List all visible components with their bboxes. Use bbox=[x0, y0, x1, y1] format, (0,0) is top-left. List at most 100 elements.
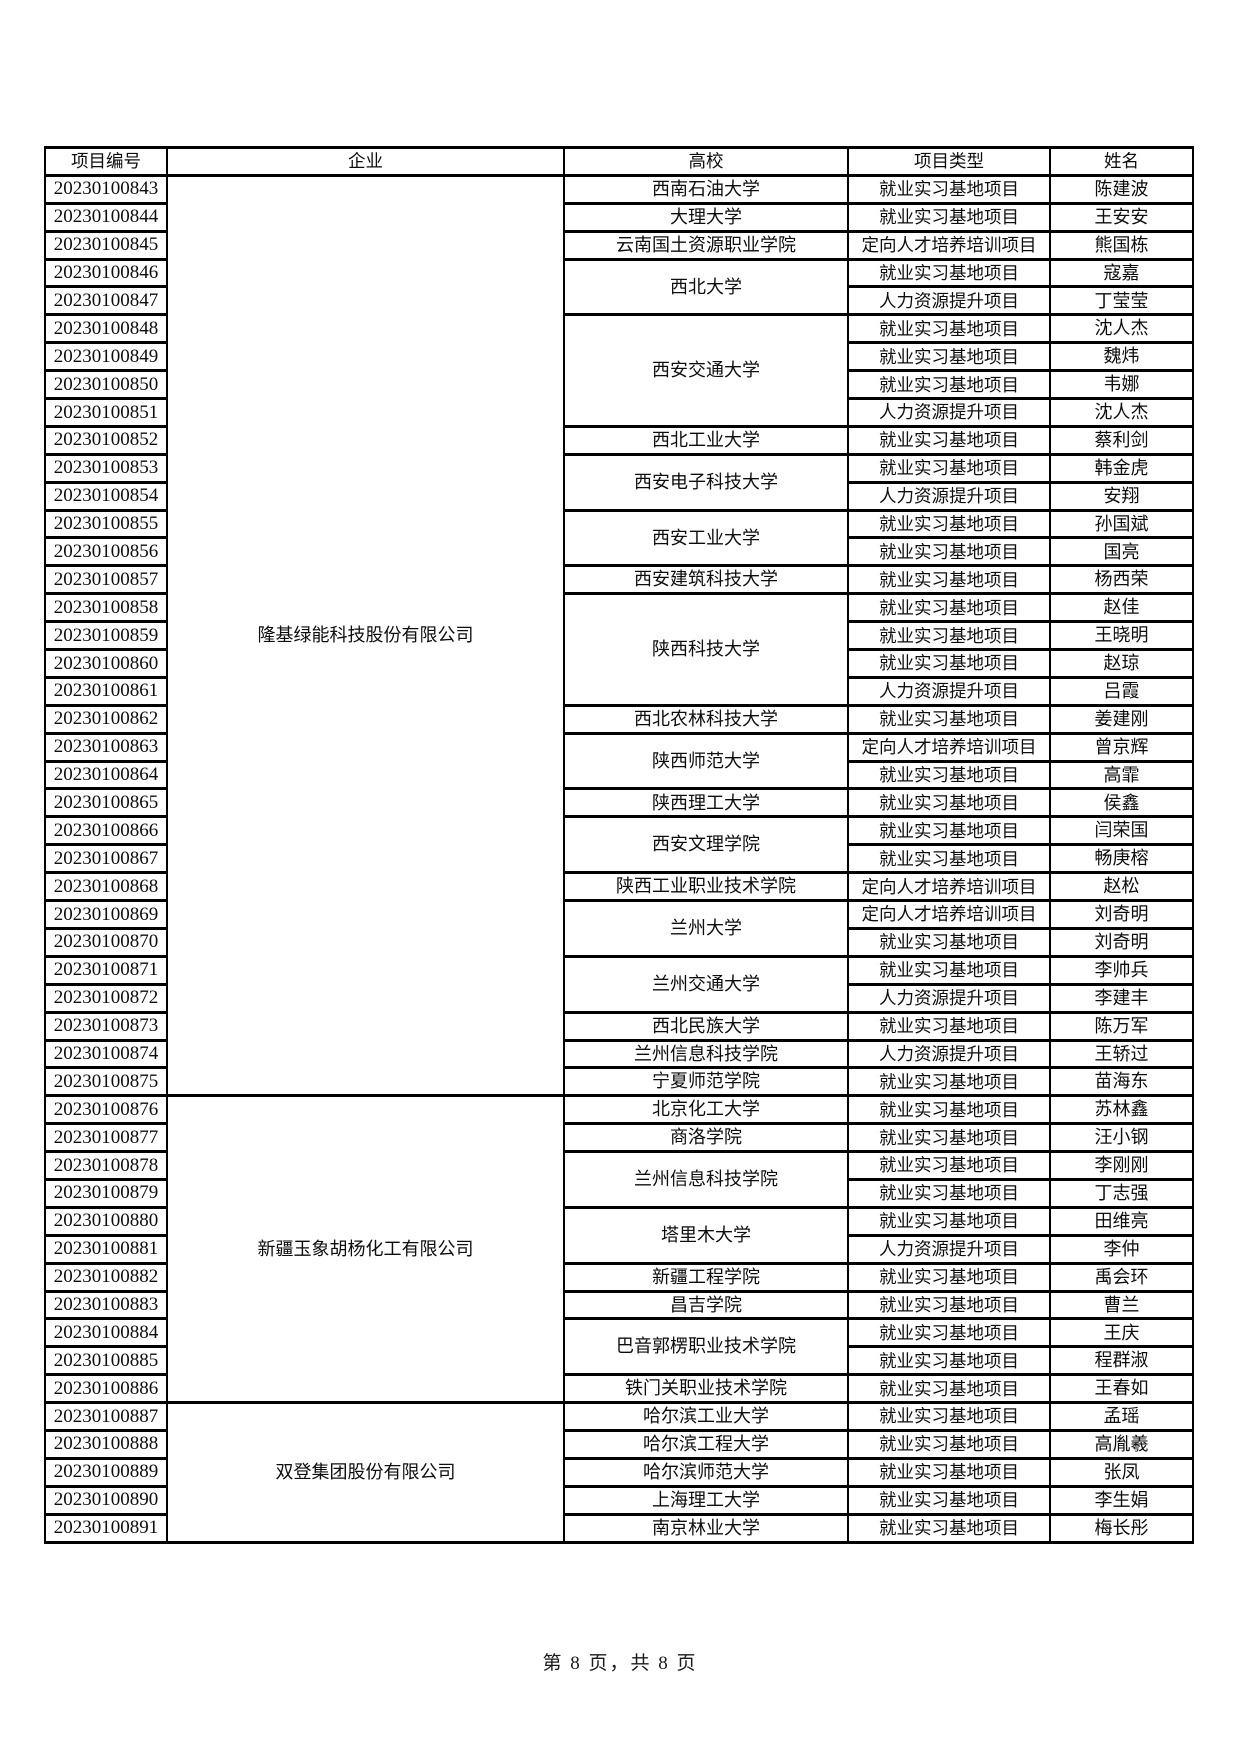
table-row: 20230100846 西北大学 就业实习基地项目 寇嘉 bbox=[44, 257, 1194, 317]
project-id-cell: 20230100851 bbox=[44, 397, 168, 428]
project-type-cell: 就业实习基地项目 bbox=[847, 926, 1051, 958]
project-type-cell: 就业实习基地项目 bbox=[847, 257, 1051, 289]
project-id-cell: 20230100876 bbox=[44, 1094, 168, 1126]
person-name-cell: 汪小钢 bbox=[1049, 1122, 1194, 1154]
person-name-cell: 闫荣国 bbox=[1049, 815, 1194, 847]
person-name-cell: 张凤 bbox=[1049, 1456, 1194, 1488]
person-name-cell: 苏林鑫 bbox=[1049, 1094, 1194, 1126]
project-type-cell: 就业实习基地项目 bbox=[847, 843, 1051, 875]
person-name-cell: 杨西荣 bbox=[1049, 564, 1194, 596]
university-cell: 新疆工程学院 bbox=[563, 1261, 849, 1293]
table-row: 20230100844 大理大学 就业实习基地项目 王安安 bbox=[44, 201, 1194, 233]
project-id-cell: 20230100858 bbox=[44, 592, 168, 624]
person-name-cell: 禹会环 bbox=[1049, 1261, 1194, 1293]
table-row: 20230100880 塔里木大学 就业实习基地项目 田维亮 bbox=[44, 1205, 1194, 1265]
project-id-cell: 20230100869 bbox=[44, 899, 168, 930]
person-name-cell: 王春如 bbox=[1049, 1373, 1194, 1405]
project-id-cell: 20230100853 bbox=[44, 452, 168, 484]
table-row: 20230100872 人力资源提升项目 李建丰 bbox=[44, 982, 1194, 1014]
project-id-cell: 20230100883 bbox=[44, 1289, 168, 1321]
person-name-cell: 赵琼 bbox=[1049, 648, 1194, 679]
university-cell: 上海理工大学 bbox=[563, 1484, 849, 1516]
table-row: 20230100843 隆基绿能科技股份有限公司 西南石油大学 就业实习基地项目 陈建波 bbox=[44, 173, 1194, 1098]
project-type-cell: 就业实习基地项目 bbox=[847, 1428, 1051, 1460]
project-id-cell: 20230100870 bbox=[44, 926, 168, 958]
project-id-cell: 20230100889 bbox=[44, 1456, 168, 1488]
university-cell: 铁门关职业技术学院 bbox=[563, 1373, 849, 1405]
person-name-cell: 李生娟 bbox=[1049, 1484, 1194, 1516]
table-row: 20230100891 南京林业大学 就业实习基地项目 梅长彤 bbox=[44, 1512, 1194, 1544]
person-name-cell: 王庆 bbox=[1049, 1317, 1194, 1349]
table-row: 20230100858 陕西科技大学 就业实习基地项目 赵佳 bbox=[44, 592, 1194, 707]
university-cell: 宁夏师范学院 bbox=[563, 1066, 849, 1098]
table-row: 20230100887 双登集团股份有限公司 哈尔滨工业大学 就业实习基地项目 孟瑶 bbox=[44, 1401, 1194, 1544]
project-type-cell: 人力资源提升项目 bbox=[847, 480, 1051, 512]
table-row: 20230100855 西安工业大学 就业实习基地项目 孙国斌 bbox=[44, 508, 1194, 568]
project-type-cell: 就业实习基地项目 bbox=[847, 1205, 1051, 1237]
project-type-cell: 就业实习基地项目 bbox=[847, 1010, 1051, 1042]
person-name-cell: 赵松 bbox=[1049, 871, 1194, 903]
table-row: 20230100851 人力资源提升项目 沈人杰 bbox=[44, 397, 1194, 428]
table-row: 20230100890 上海理工大学 就业实习基地项目 李生娟 bbox=[44, 1484, 1194, 1516]
person-name-cell: 孟瑶 bbox=[1049, 1401, 1194, 1432]
project-type-cell: 人力资源提升项目 bbox=[847, 285, 1051, 317]
project-type-cell: 人力资源提升项目 bbox=[847, 675, 1051, 707]
person-name-cell: 曾京辉 bbox=[1049, 731, 1194, 763]
table-row: 20230100884 巴音郭楞职业技术学院 就业实习基地项目 王庆 bbox=[44, 1317, 1194, 1377]
project-id-cell: 20230100871 bbox=[44, 954, 168, 986]
table-row: 20230100876 新疆玉象胡杨化工有限公司 北京化工大学 就业实习基地项目 苏林鑫 bbox=[44, 1094, 1194, 1405]
person-name-cell: 刘奇明 bbox=[1049, 899, 1194, 930]
project-id-cell: 20230100859 bbox=[44, 620, 168, 652]
project-id-cell: 20230100886 bbox=[44, 1373, 168, 1405]
project-type-cell: 就业实习基地项目 bbox=[847, 508, 1051, 540]
table-row: 20230100847 人力资源提升项目 丁莹莹 bbox=[44, 285, 1194, 317]
project-id-cell: 20230100844 bbox=[44, 201, 168, 233]
project-type-cell: 人力资源提升项目 bbox=[847, 1038, 1051, 1070]
project-id-cell: 20230100852 bbox=[44, 424, 168, 456]
university-cell: 兰州信息科技学院 bbox=[563, 1038, 849, 1070]
projects-table-header: 项目编号 企业 高校 项目类型 姓名 bbox=[44, 146, 1194, 177]
project-id-cell: 20230100888 bbox=[44, 1428, 168, 1460]
university-cell: 兰州信息科技学院 bbox=[563, 1150, 849, 1209]
project-id-cell: 20230100848 bbox=[44, 313, 168, 345]
project-type-cell: 就业实习基地项目 bbox=[847, 1066, 1051, 1098]
university-cell: 西北农林科技大学 bbox=[563, 703, 849, 735]
table-row: 20230100881 人力资源提升项目 李仲 bbox=[44, 1233, 1194, 1265]
person-name-cell: 李刚刚 bbox=[1049, 1150, 1194, 1181]
project-type-cell: 就业实习基地项目 bbox=[847, 620, 1051, 652]
university-cell: 西南石油大学 bbox=[563, 173, 849, 205]
project-id-cell: 20230100849 bbox=[44, 341, 168, 373]
person-name-cell: 苗海东 bbox=[1049, 1066, 1194, 1098]
project-id-cell: 20230100850 bbox=[44, 369, 168, 401]
table-row: 20230100871 兰州交通大学 就业实习基地项目 李帅兵 bbox=[44, 954, 1194, 1014]
person-name-cell: 李仲 bbox=[1049, 1233, 1194, 1265]
project-id-cell: 20230100845 bbox=[44, 229, 168, 261]
table-row: 20230100879 就业实习基地项目 丁志强 bbox=[44, 1177, 1194, 1209]
project-id-cell: 20230100875 bbox=[44, 1066, 168, 1098]
project-id-cell: 20230100854 bbox=[44, 480, 168, 512]
table-row: 20230100856 就业实习基地项目 国亮 bbox=[44, 536, 1194, 568]
project-type-cell: 就业实习基地项目 bbox=[847, 648, 1051, 679]
project-id-cell: 20230100847 bbox=[44, 285, 168, 317]
university-cell: 西安电子科技大学 bbox=[563, 452, 849, 512]
university-cell: 昌吉学院 bbox=[563, 1289, 849, 1321]
person-name-cell: 熊国栋 bbox=[1049, 229, 1194, 261]
project-type-cell: 就业实习基地项目 bbox=[847, 201, 1051, 233]
table-row: 20230100863 陕西师范大学 定向人才培养培训项目 曾京辉 bbox=[44, 731, 1194, 791]
table-row: 20230100848 西安交通大学 就业实习基地项目 沈人杰 bbox=[44, 313, 1194, 428]
project-type-cell: 就业实习基地项目 bbox=[847, 173, 1051, 205]
person-name-cell: 赵佳 bbox=[1049, 592, 1194, 624]
table-row: 20230100860 就业实习基地项目 赵琼 bbox=[44, 648, 1194, 679]
project-id-cell: 20230100855 bbox=[44, 508, 168, 540]
university-cell: 西安交通大学 bbox=[563, 313, 849, 428]
university-cell: 云南国土资源职业学院 bbox=[563, 229, 849, 261]
person-name-cell: 韦娜 bbox=[1049, 369, 1194, 401]
person-name-cell: 曹兰 bbox=[1049, 1289, 1194, 1321]
university-cell: 西安工业大学 bbox=[563, 508, 849, 568]
person-name-cell: 程群淑 bbox=[1049, 1345, 1194, 1377]
person-name-cell: 寇嘉 bbox=[1049, 257, 1194, 289]
person-name-cell: 沈人杰 bbox=[1049, 313, 1194, 345]
project-type-cell: 就业实习基地项目 bbox=[847, 787, 1051, 819]
person-name-cell: 刘奇明 bbox=[1049, 926, 1194, 958]
table-row: 20230100857 西安建筑科技大学 就业实习基地项目 杨西荣 bbox=[44, 564, 1194, 596]
